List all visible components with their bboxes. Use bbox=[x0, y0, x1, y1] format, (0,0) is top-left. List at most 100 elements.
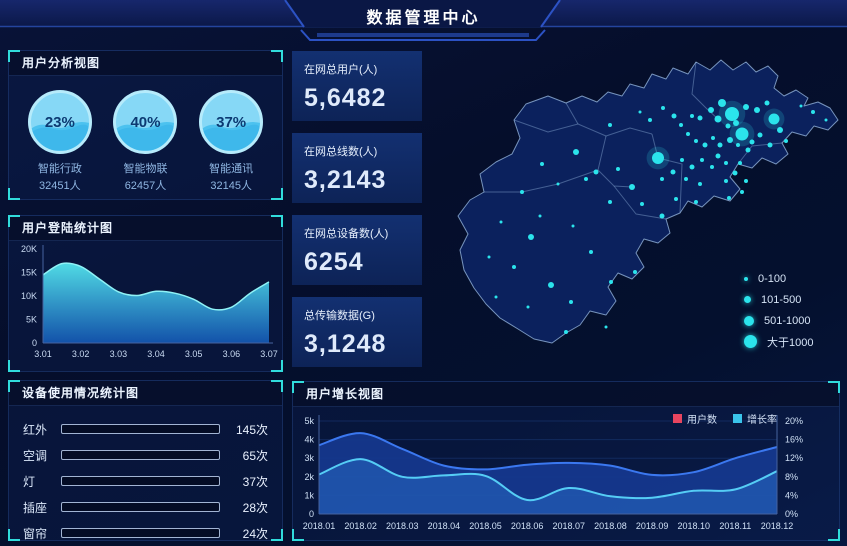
svg-text:0: 0 bbox=[32, 338, 37, 348]
gauge-percent: 23% bbox=[44, 113, 75, 131]
stat-value: 6254 bbox=[304, 248, 364, 276]
stat-value: 5,6482 bbox=[304, 84, 387, 112]
panel-title-user-analysis: 用户分析视图 bbox=[9, 51, 282, 76]
gauge-circle: 40% bbox=[113, 90, 178, 154]
region-map: 0-100 101-500 501-1000 大于1000 bbox=[430, 46, 847, 378]
legend-item-growth-rate[interactable]: 增长率 bbox=[733, 411, 777, 426]
panel-title-user-growth: 用户增长视图 bbox=[293, 382, 839, 407]
legend-label: 用户数 bbox=[687, 415, 717, 426]
gauge-percent: 40% bbox=[130, 113, 161, 131]
svg-text:2018.07: 2018.07 bbox=[553, 521, 586, 531]
bar-track bbox=[61, 450, 220, 460]
svg-text:8%: 8% bbox=[785, 472, 798, 482]
stat-card-total-lines: 在网总线数(人) 3,2143 bbox=[292, 133, 422, 203]
panel-device-usage: 设备使用情况统计图 红外 145次 空调 65次灯 37次 插座 28次 窗帘 bbox=[8, 380, 283, 541]
bar-track bbox=[61, 502, 220, 512]
svg-text:20%: 20% bbox=[785, 416, 803, 426]
bar-value: 145次 bbox=[235, 422, 268, 437]
map-legend: 0-100 101-500 501-1000 大于1000 bbox=[744, 268, 813, 352]
bar-value: 24次 bbox=[242, 526, 268, 541]
map-legend-row[interactable]: 大于1000 bbox=[744, 331, 813, 352]
svg-text:3.01: 3.01 bbox=[34, 349, 52, 359]
legend-label: 增长率 bbox=[747, 415, 777, 426]
legend-swatch-red bbox=[673, 414, 682, 423]
corner-bracket bbox=[8, 188, 20, 200]
svg-text:0%: 0% bbox=[785, 509, 798, 519]
corner-bracket bbox=[271, 188, 283, 200]
svg-text:4%: 4% bbox=[785, 490, 798, 500]
svg-text:3.04: 3.04 bbox=[147, 349, 165, 359]
bar-row: 插座 28次 bbox=[9, 494, 282, 520]
svg-text:2018.09: 2018.09 bbox=[636, 521, 669, 531]
svg-text:2018.08: 2018.08 bbox=[594, 521, 627, 531]
svg-text:2018.05: 2018.05 bbox=[469, 521, 502, 531]
liquid-gauge: 40% 智能物联 62457人 bbox=[104, 90, 186, 193]
bar-track bbox=[61, 528, 220, 538]
gauge-count: 32451人 bbox=[39, 180, 81, 192]
legend-dot-icon bbox=[744, 296, 751, 303]
corner-bracket bbox=[271, 380, 283, 392]
gauge-wave bbox=[202, 122, 261, 151]
panel-login-stats: 用户登陆统计图 0 5K 10K 15K 20K 3.01 3.02 3.03 3.04 3.05… bbox=[8, 215, 283, 372]
gauge-count: 32145人 bbox=[210, 180, 252, 192]
stat-label: 在网总设备数(人) bbox=[304, 228, 389, 240]
gauge-circle: 23% bbox=[27, 90, 92, 154]
corner-bracket bbox=[8, 360, 20, 372]
panel-title-device-usage: 设备使用情况统计图 bbox=[9, 381, 282, 406]
map-svg bbox=[457, 59, 839, 344]
gauge-label: 智能物联 bbox=[123, 163, 168, 175]
panel-user-analysis: 用户分析视图 23% 智能行政 32451人 40% 智能物联 62457人 bbox=[8, 50, 283, 200]
bar-category-label: 窗帘 bbox=[23, 526, 48, 541]
svg-text:2018.12: 2018.12 bbox=[761, 521, 794, 531]
svg-text:2k: 2k bbox=[304, 472, 314, 482]
svg-text:1k: 1k bbox=[304, 490, 314, 500]
corner-bracket bbox=[292, 529, 304, 541]
map-legend-label: 501-1000 bbox=[764, 314, 811, 327]
stat-value: 3,2143 bbox=[304, 166, 387, 194]
gauge-percent: 37% bbox=[216, 113, 247, 131]
map-legend-row[interactable]: 101-500 bbox=[744, 289, 813, 310]
growth-area-chart: 0 1k 2k 3k 4k 5k 0% 4% 8% 12% 16% 20% 2018.01 2018.02… bbox=[303, 415, 803, 531]
svg-text:10K: 10K bbox=[21, 291, 37, 301]
svg-text:15K: 15K bbox=[21, 268, 37, 278]
gauge-label: 智能行政 bbox=[37, 163, 82, 175]
device-usage-bars: 红外 145次 空调 65次灯 37次 插座 28次 窗帘 24次 bbox=[9, 406, 282, 546]
svg-text:2018.04: 2018.04 bbox=[428, 521, 461, 531]
svg-text:0: 0 bbox=[309, 509, 314, 519]
gauge-circle: 37% bbox=[199, 90, 264, 154]
corner-bracket bbox=[271, 529, 283, 541]
corner-bracket bbox=[8, 215, 20, 227]
bar-value: 28次 bbox=[242, 500, 268, 515]
bar-row: 空调 65次 bbox=[9, 442, 282, 468]
svg-text:3.06: 3.06 bbox=[223, 349, 241, 359]
gauge-wave bbox=[116, 122, 175, 151]
bar-category-label: 灯 bbox=[23, 474, 36, 489]
stat-label: 在网总线数(人) bbox=[304, 146, 378, 158]
bar-track bbox=[61, 476, 220, 486]
liquid-gauge: 37% 智能通讯 32145人 bbox=[190, 90, 272, 193]
gauge-count: 62457人 bbox=[124, 180, 167, 192]
stat-card-total-users: 在网总用户(人) 5,6482 bbox=[292, 51, 422, 121]
corner-bracket bbox=[828, 529, 840, 541]
map-legend-row[interactable]: 501-1000 bbox=[744, 310, 813, 331]
svg-text:2018.02: 2018.02 bbox=[344, 521, 377, 531]
svg-text:3.02: 3.02 bbox=[72, 349, 90, 359]
bar-category-label: 插座 bbox=[23, 500, 48, 515]
bar-row: 灯 37次 bbox=[9, 468, 282, 494]
bar-row: 窗帘 24次 bbox=[9, 520, 282, 546]
panel-user-growth: 用户增长视图 用户数 增长率 0 1k 2k 3k 4k 5k 0% 4% 8% 12% 16% 20… bbox=[292, 381, 840, 541]
svg-text:3.07: 3.07 bbox=[260, 349, 278, 359]
stat-card-total-devices: 在网总设备数(人) 6254 bbox=[292, 215, 422, 285]
svg-text:3.05: 3.05 bbox=[185, 349, 203, 359]
bar-category-label: 空调 bbox=[23, 448, 48, 463]
svg-text:4k: 4k bbox=[304, 435, 314, 445]
corner-bracket bbox=[271, 360, 283, 372]
legend-item-users[interactable]: 用户数 bbox=[673, 411, 717, 426]
svg-text:2018.06: 2018.06 bbox=[511, 521, 544, 531]
corner-bracket bbox=[8, 529, 20, 541]
header-banner bbox=[0, 0, 847, 41]
map-legend-row[interactable]: 0-100 bbox=[744, 268, 813, 289]
svg-text:20K: 20K bbox=[21, 244, 37, 254]
svg-text:2018.01: 2018.01 bbox=[303, 521, 336, 531]
